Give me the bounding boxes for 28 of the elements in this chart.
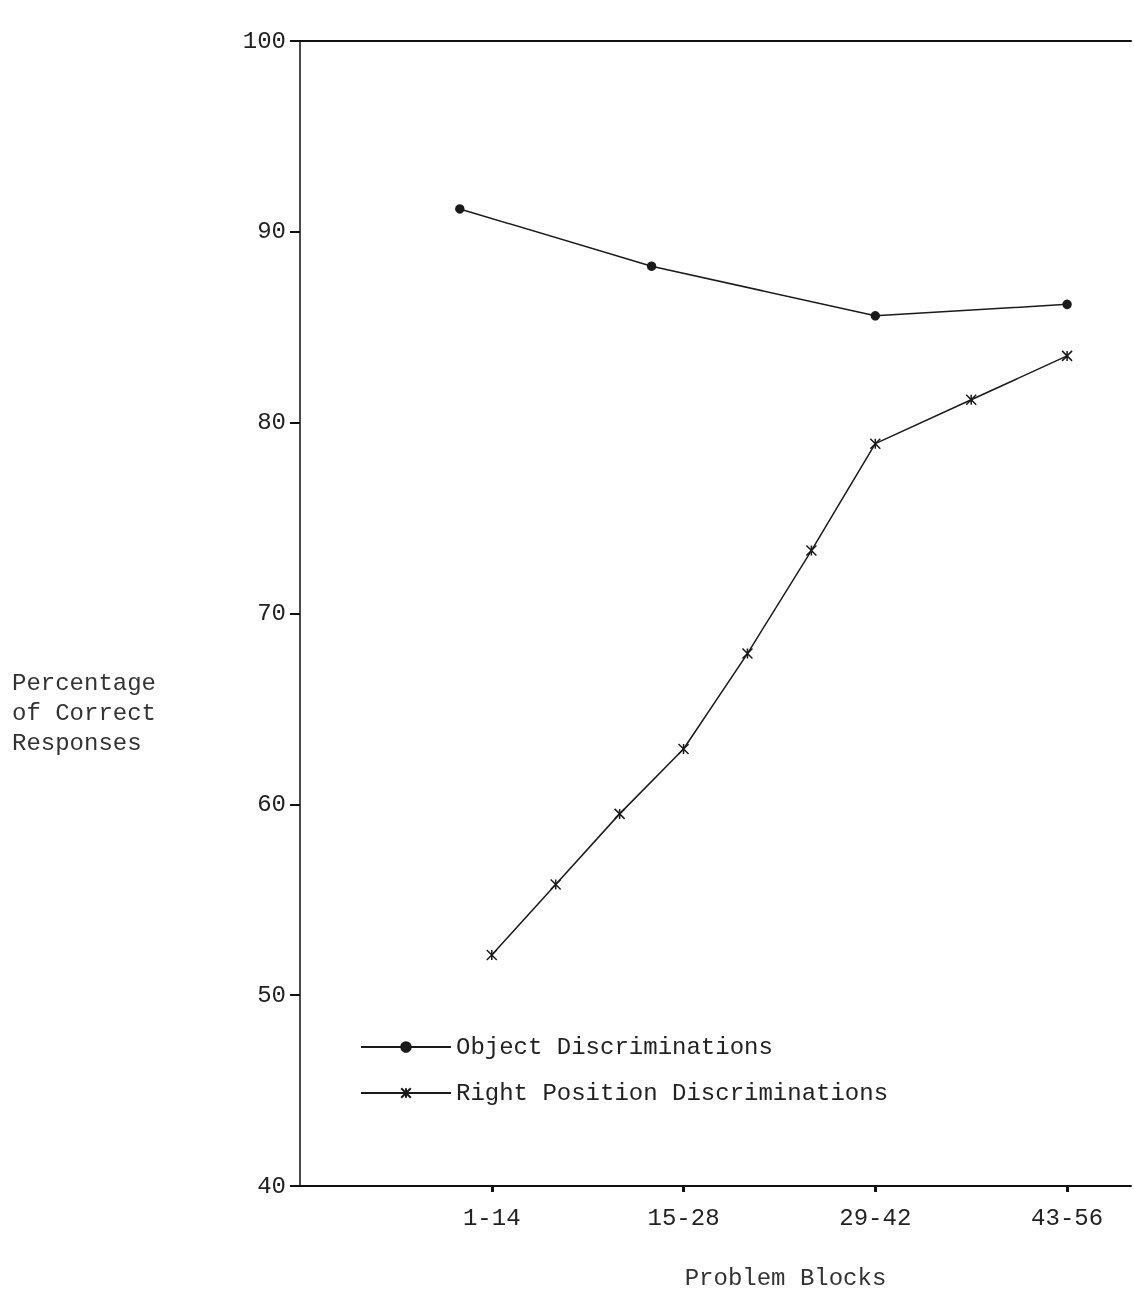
point	[805, 544, 818, 557]
point	[965, 394, 977, 406]
point	[646, 261, 657, 271]
y-tick-label: 50	[257, 981, 286, 1009]
y-axis-title: Percentage of Correct Responses	[12, 669, 157, 757]
point	[486, 949, 498, 961]
point	[1061, 350, 1073, 362]
x-tick-label: 29-42	[839, 1204, 912, 1232]
point	[1062, 299, 1072, 310]
y-tick-label: 60	[257, 790, 286, 818]
point	[869, 437, 882, 450]
point	[741, 647, 754, 660]
point	[549, 878, 562, 891]
y-tick-label: 40	[257, 1172, 286, 1200]
x-tick-label: 43-56	[1031, 1204, 1104, 1232]
point	[870, 311, 881, 321]
y-tick-label: 80	[257, 409, 286, 437]
y-tick-label: 70	[257, 600, 286, 627]
x-axis-title: Problem Blocks	[684, 1264, 887, 1292]
point	[677, 743, 690, 755]
legend-label: Object Discriminations	[456, 1033, 773, 1061]
legend-label: Right Position Discriminations	[456, 1079, 889, 1107]
point	[455, 204, 465, 214]
point	[613, 808, 626, 820]
y-tick-label: 90	[257, 218, 286, 246]
x-tick-label: 15-28	[647, 1204, 720, 1232]
y-tick-label: 100	[242, 27, 286, 55]
x-tick-label: 1-14	[462, 1204, 521, 1232]
